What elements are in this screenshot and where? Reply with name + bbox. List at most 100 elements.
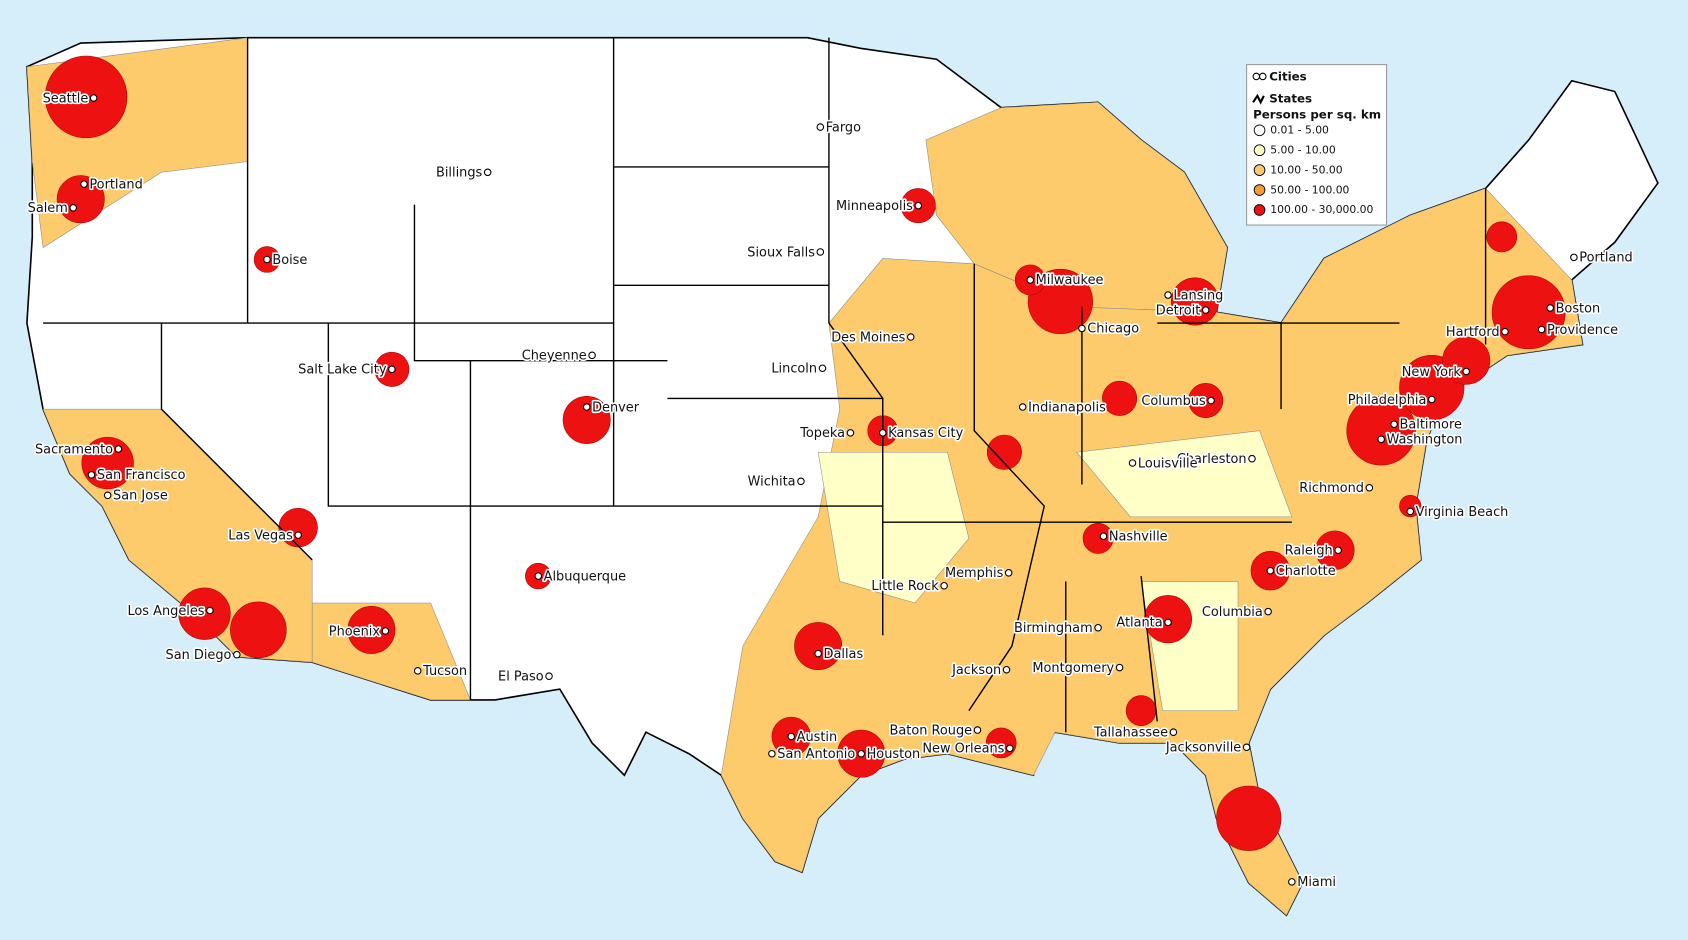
legend-swatch bbox=[1253, 184, 1266, 196]
city-point bbox=[818, 364, 827, 373]
city-label: Miami bbox=[1297, 875, 1336, 890]
city-point bbox=[89, 94, 98, 102]
dense-area bbox=[347, 605, 396, 654]
dense-area bbox=[986, 434, 1022, 470]
city-point bbox=[1018, 403, 1027, 411]
city-label: Louisville bbox=[1138, 456, 1198, 471]
city-point bbox=[388, 365, 396, 374]
city-point bbox=[1128, 459, 1137, 467]
city-point bbox=[1006, 744, 1014, 753]
legend-label: 50.00 - 100.00 bbox=[1270, 183, 1349, 196]
city-label: San Francisco bbox=[97, 468, 186, 483]
city-point bbox=[973, 726, 982, 734]
city-label: El Paso bbox=[498, 670, 544, 685]
city-point bbox=[1570, 253, 1578, 262]
city-label: Memphis bbox=[945, 566, 1004, 581]
city-point bbox=[816, 123, 825, 131]
legend: Cities States Persons per sq. km 0.01 - … bbox=[1246, 64, 1388, 226]
city-label: Billings bbox=[436, 166, 483, 181]
city-label: Houston bbox=[867, 747, 921, 762]
city-point bbox=[87, 471, 96, 479]
dense-area bbox=[1491, 275, 1566, 350]
city-point bbox=[545, 672, 553, 680]
state-line bbox=[413, 204, 668, 362]
city-label: Baton Rouge bbox=[890, 723, 973, 738]
city-label: Las Vegas bbox=[228, 528, 293, 543]
legend-swatch bbox=[1253, 164, 1266, 176]
city-label: San Antonio bbox=[777, 747, 855, 762]
city-label: Sioux Falls bbox=[747, 245, 815, 260]
density-region bbox=[817, 451, 970, 604]
legend-icon bbox=[1259, 72, 1267, 81]
state-lines bbox=[43, 37, 1487, 733]
city-label: Birmingham bbox=[1014, 621, 1093, 636]
city-label: Richmond bbox=[1299, 481, 1364, 496]
city-point bbox=[1334, 546, 1342, 554]
city-label: Albuquerque bbox=[544, 569, 627, 584]
city-label: Virginia Beach bbox=[1416, 505, 1509, 520]
city-label: Lincoln bbox=[771, 362, 817, 377]
city-point bbox=[940, 581, 948, 590]
city-point bbox=[846, 429, 855, 437]
city-point bbox=[816, 248, 825, 256]
city-label: Milwaukee bbox=[1036, 273, 1104, 288]
city-label: Boise bbox=[272, 253, 307, 268]
city-label: Dallas bbox=[824, 647, 864, 662]
city-label: New Orleans bbox=[922, 742, 1004, 757]
city-point bbox=[294, 531, 302, 539]
state-line bbox=[160, 323, 313, 561]
city-label: Sacramento bbox=[35, 442, 113, 457]
dense-area bbox=[1442, 336, 1491, 385]
city-point bbox=[1428, 395, 1436, 404]
legend-icon bbox=[1252, 93, 1265, 105]
dense-area bbox=[794, 622, 843, 671]
legend-label: 100.00 - 30,000.00 bbox=[1270, 203, 1373, 216]
legend-swatch bbox=[1253, 124, 1266, 137]
city-label: Portland bbox=[89, 177, 142, 192]
city-label: Los Angeles bbox=[127, 604, 204, 619]
city-point bbox=[768, 749, 776, 758]
dense-area bbox=[278, 507, 318, 548]
city-point bbox=[263, 255, 271, 264]
city-label: Salem bbox=[28, 201, 68, 216]
city-point bbox=[1377, 435, 1385, 444]
state-line bbox=[327, 323, 883, 507]
city-point bbox=[582, 403, 591, 411]
city-point bbox=[80, 180, 88, 188]
legend-label: 0.01 - 5.00 bbox=[1270, 124, 1329, 137]
dense-area bbox=[1125, 695, 1157, 726]
city-label: Chicago bbox=[1087, 322, 1139, 337]
city-label: Tallahassee bbox=[1093, 725, 1168, 740]
city-label: Raleigh bbox=[1285, 544, 1333, 559]
city-point bbox=[483, 168, 492, 177]
city-point bbox=[1264, 607, 1272, 616]
city-label: New York bbox=[1402, 365, 1462, 380]
city-point bbox=[797, 477, 805, 486]
city-point bbox=[1201, 306, 1210, 314]
state-line bbox=[968, 263, 1045, 712]
city-point bbox=[814, 649, 822, 658]
city-label: Wichita bbox=[748, 475, 796, 490]
city-label: Montgomery bbox=[1032, 661, 1114, 676]
city-point bbox=[1248, 454, 1256, 463]
legend-label: 5.00 - 10.00 bbox=[1270, 143, 1336, 156]
city-label: Topeka bbox=[799, 426, 845, 441]
dense-area bbox=[56, 175, 105, 224]
state-line bbox=[1140, 575, 1158, 722]
city-label: Columbus bbox=[1141, 394, 1206, 409]
cities-layer: Seattle Portland Salem Boise Billings Fargo Mi… bbox=[26, 90, 1634, 892]
legend-title: Persons per sq. km bbox=[1253, 107, 1381, 121]
city-point bbox=[534, 572, 543, 580]
legend-box bbox=[1246, 64, 1388, 226]
city-point bbox=[1266, 566, 1275, 575]
city-label: San Diego bbox=[166, 648, 232, 663]
city-point bbox=[1462, 367, 1471, 376]
city-point bbox=[1099, 532, 1108, 540]
city-point bbox=[413, 667, 422, 675]
city-label: Austin bbox=[797, 730, 838, 745]
city-label: Boston bbox=[1556, 301, 1601, 316]
city-label: Providence bbox=[1547, 323, 1618, 338]
city-point bbox=[914, 201, 923, 210]
city-point bbox=[1537, 325, 1546, 334]
city-label: Lansing bbox=[1173, 288, 1223, 303]
